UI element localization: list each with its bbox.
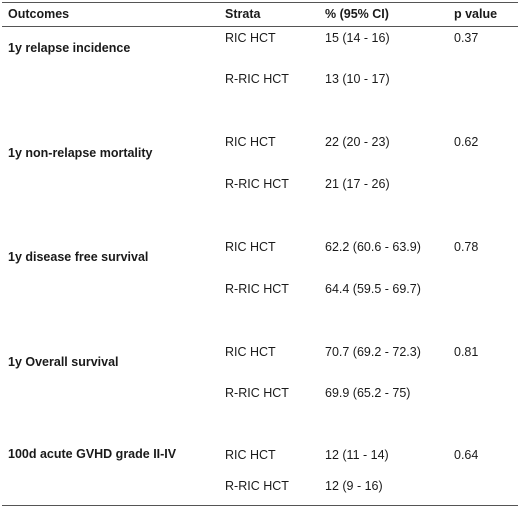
ci-value: 15 (14 - 16) bbox=[325, 31, 390, 45]
header-strata: Strata bbox=[225, 7, 261, 21]
strata-name: R-RIC HCT bbox=[225, 72, 289, 86]
ci-value: 21 (17 - 26) bbox=[325, 177, 390, 191]
strata-name: R-RIC HCT bbox=[225, 479, 289, 493]
p-value: 0.37 bbox=[454, 31, 479, 45]
ci-value: 70.7 (69.2 - 72.3) bbox=[325, 345, 421, 359]
outcome-label: 1y Overall survival bbox=[8, 355, 119, 369]
strata-name: R-RIC HCT bbox=[225, 177, 289, 191]
p-value: 0.64 bbox=[454, 448, 479, 462]
strata-name: RIC HCT bbox=[225, 448, 276, 462]
ci-value: 12 (11 - 14) bbox=[325, 448, 389, 462]
p-value: 0.62 bbox=[454, 135, 479, 149]
table-top-rule bbox=[2, 2, 518, 3]
p-value: 0.78 bbox=[454, 240, 479, 254]
strata-name: R-RIC HCT bbox=[225, 386, 289, 400]
table-bottom-rule bbox=[2, 505, 518, 506]
strata-name: RIC HCT bbox=[225, 31, 276, 45]
outcome-label: 1y relapse incidence bbox=[8, 41, 131, 55]
strata-name: RIC HCT bbox=[225, 135, 276, 149]
ci-value: 62.2 (60.6 - 63.9) bbox=[325, 240, 421, 254]
outcome-label: 1y disease free survival bbox=[8, 250, 149, 264]
header-ci: % (95% CI) bbox=[325, 7, 389, 21]
strata-name: RIC HCT bbox=[225, 345, 276, 359]
header-outcomes: Outcomes bbox=[8, 7, 70, 21]
header-p-value: p value bbox=[454, 7, 498, 21]
strata-name: R-RIC HCT bbox=[225, 282, 289, 296]
ci-value: 22 (20 - 23) bbox=[325, 135, 390, 149]
ci-value: 64.4 (59.5 - 69.7) bbox=[325, 282, 421, 296]
outcome-label: 100d acute GVHD grade II-IV bbox=[8, 447, 177, 461]
strata-name: RIC HCT bbox=[225, 240, 276, 254]
ci-value: 13 (10 - 17) bbox=[325, 72, 390, 86]
p-value: 0.81 bbox=[454, 345, 479, 359]
ci-value: 12 (9 - 16) bbox=[325, 479, 383, 493]
ci-value: 69.9 (65.2 - 75) bbox=[325, 386, 411, 400]
outcome-label: 1y non-relapse mortality bbox=[8, 146, 153, 160]
header-rule bbox=[2, 26, 518, 27]
